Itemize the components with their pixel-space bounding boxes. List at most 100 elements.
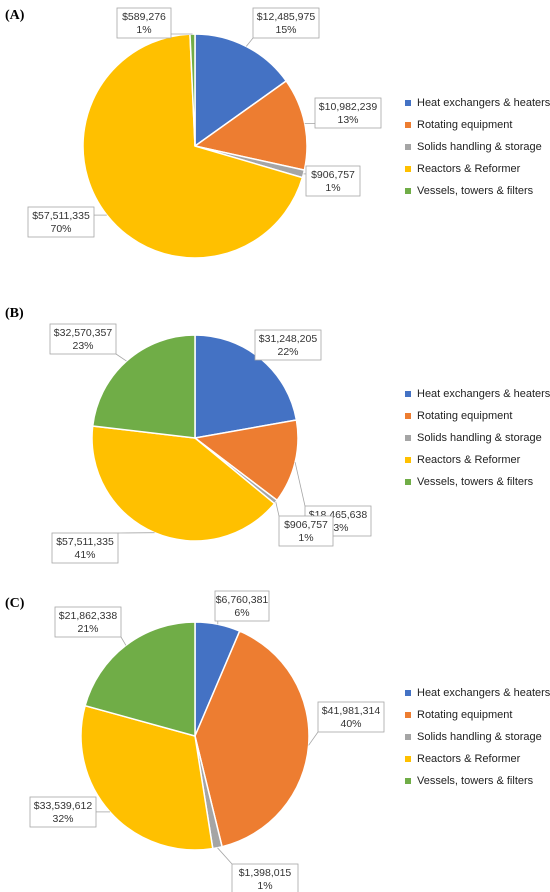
- data-label-percent: 6%: [234, 607, 249, 619]
- data-label-value: $41,981,314: [322, 705, 381, 717]
- data-callout-box: [51, 532, 119, 564]
- data-callout-box: [314, 97, 382, 129]
- pie-slice-reactors-reformer: [91, 425, 276, 542]
- data-label-percent: 1%: [298, 532, 313, 544]
- legend-swatch: [405, 690, 411, 696]
- legend-label: Heat exchangers & heaters: [417, 687, 550, 699]
- legend-item: Rotating equipment: [405, 405, 550, 427]
- data-label-value: $21,862,338: [59, 610, 118, 622]
- legend-item: Heat exchangers & heaters: [405, 682, 550, 704]
- legend-label: Vessels, towers & filters: [417, 775, 534, 787]
- legend-swatch: [405, 734, 411, 740]
- panel-label: (A): [5, 8, 25, 23]
- legend-label: Solids handling & storage: [417, 432, 542, 444]
- data-label-percent: 41%: [74, 549, 95, 561]
- legend-swatch: [405, 188, 411, 194]
- legend-item: Heat exchangers & heaters: [405, 92, 550, 114]
- data-label-value: $589,276: [122, 11, 166, 23]
- data-label-percent: 22%: [277, 346, 298, 358]
- legend-item: Vessels, towers & filters: [405, 770, 550, 792]
- legend-item: Reactors & Reformer: [405, 449, 550, 471]
- legend-swatch: [405, 413, 411, 419]
- data-callout-box: [278, 515, 334, 547]
- legend-swatch: [405, 479, 411, 485]
- callout-leader-line: [294, 462, 306, 507]
- data-label-value: $6,760,381: [216, 594, 269, 606]
- data-callout-box: [254, 329, 322, 361]
- data-label-percent: 1%: [257, 880, 272, 892]
- legend-swatch: [405, 166, 411, 172]
- legend-label: Vessels, towers & filters: [417, 476, 534, 488]
- legend-item: Solids handling & storage: [405, 136, 550, 158]
- data-label-value: $31,248,205: [259, 333, 318, 345]
- legend-swatch: [405, 144, 411, 150]
- data-label-percent: 15%: [275, 24, 296, 36]
- legend-label: Reactors & Reformer: [417, 753, 521, 765]
- legend-item: Solids handling & storage: [405, 726, 550, 748]
- legend-item: Vessels, towers & filters: [405, 180, 550, 202]
- legend-label: Rotating equipment: [417, 119, 513, 131]
- legend-label: Rotating equipment: [417, 709, 513, 721]
- pie-chart: $12,485,97515%$10,982,23913%$906,7571%$5…: [27, 7, 382, 259]
- data-callout-box: [49, 323, 117, 355]
- data-label-value: $1,398,015: [239, 867, 292, 879]
- legend-label: Reactors & Reformer: [417, 163, 521, 175]
- legend-swatch: [405, 391, 411, 397]
- data-label-percent: 23%: [72, 340, 93, 352]
- chart-panel-b: (B) $31,248,205 22% $18,465,638 13% $906,757…: [0, 298, 550, 588]
- data-callout-box: [116, 7, 172, 39]
- legend-label: Vessels, towers & filters: [417, 185, 534, 197]
- data-label-value: $57,511,335: [32, 210, 90, 222]
- legend-item: Reactors & Reformer: [405, 748, 550, 770]
- data-callout-box: [317, 701, 385, 733]
- legend-swatch: [405, 122, 411, 128]
- data-label-value: $10,982,239: [319, 101, 378, 113]
- pie-slice-vessels-towers-filters: [84, 621, 196, 737]
- legend-label: Rotating equipment: [417, 410, 513, 422]
- data-label-value: $906,757: [311, 169, 355, 181]
- data-label-percent: 40%: [340, 718, 361, 730]
- chart-legend: Heat exchangers & heaters Rotating equipm…: [405, 383, 550, 493]
- legend-swatch: [405, 778, 411, 784]
- data-label-percent: 32%: [52, 813, 73, 825]
- legend-item: Rotating equipment: [405, 114, 550, 136]
- chart-panel-a: (A) $12,485,975 15% $10,982,239 13% $906,757…: [0, 0, 550, 290]
- data-callout-box: [54, 606, 122, 638]
- callout-leader-line: [217, 847, 233, 865]
- panel-label: (B): [5, 306, 24, 321]
- data-callout-box: [27, 206, 95, 238]
- data-label-value: $57,511,335: [56, 536, 114, 548]
- legend-swatch: [405, 435, 411, 441]
- legend-swatch: [405, 457, 411, 463]
- callout-leader-line: [245, 37, 254, 47]
- pie-chart: $31,248,20522%$18,465,63813%$906,7571%$5…: [49, 323, 372, 564]
- legend-label: Heat exchangers & heaters: [417, 388, 550, 400]
- data-callout-box: [29, 796, 97, 828]
- legend-swatch: [405, 756, 411, 762]
- data-label-value: $33,539,612: [34, 800, 93, 812]
- callout-leader-line: [308, 731, 319, 746]
- legend-swatch: [405, 100, 411, 106]
- chart-legend: Heat exchangers & heaters Rotating equipm…: [405, 92, 550, 202]
- data-label-percent: 1%: [136, 24, 151, 36]
- pie-slice-reactors-reformer: [82, 33, 304, 259]
- pie-slice-rotating-equipment: [193, 79, 308, 172]
- legend-item: Heat exchangers & heaters: [405, 383, 550, 405]
- legend-label: Reactors & Reformer: [417, 454, 521, 466]
- data-callout-box: [214, 590, 270, 622]
- data-label-percent: 1%: [325, 182, 340, 194]
- legend-swatch: [405, 712, 411, 718]
- data-callout-box: [231, 863, 299, 892]
- callout-leader-line: [115, 353, 127, 362]
- data-label-percent: 70%: [50, 223, 71, 235]
- legend-item: Reactors & Reformer: [405, 158, 550, 180]
- data-label-value: $32,570,357: [54, 327, 113, 339]
- legend-label: Solids handling & storage: [417, 141, 542, 153]
- callout-leader-line: [120, 636, 127, 646]
- data-callout-box: [252, 7, 320, 39]
- pie-slice-heat-exchangers-heaters: [194, 33, 288, 148]
- data-callout-box: [305, 165, 361, 197]
- data-label-value: $12,485,975: [257, 11, 316, 23]
- chart-legend: Heat exchangers & heaters Rotating equipm…: [405, 682, 550, 792]
- chart-panel-c: (C) $6,760,381 6% $41,981,314 40% $1,398,015…: [0, 588, 550, 892]
